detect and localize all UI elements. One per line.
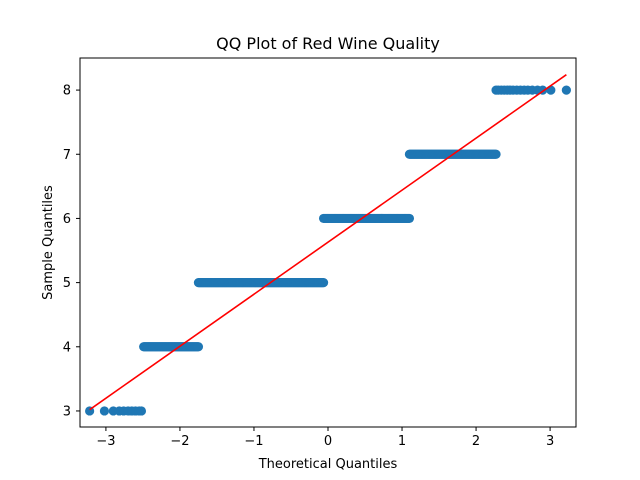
x-axis-label: Theoretical Quantiles (258, 457, 398, 472)
y-tick-label: 6 (63, 212, 71, 227)
x-tick-label: −3 (96, 434, 115, 449)
reference-line (89, 74, 567, 411)
data-point (404, 213, 415, 224)
data-point (193, 342, 204, 352)
y-axis-label: Sample Quantiles (41, 185, 56, 300)
y-tick-label: 5 (63, 276, 71, 291)
x-tick-label: 2 (472, 434, 480, 449)
y-tick-label: 7 (63, 148, 71, 163)
data-point (491, 149, 501, 159)
data-point (99, 406, 110, 416)
data-points (85, 85, 571, 416)
x-tick-label: 0 (324, 434, 332, 449)
y-tick-label: 3 (63, 404, 71, 419)
chart-title: QQ Plot of Red Wine Quality (216, 34, 440, 53)
x-tick-label: 1 (398, 434, 406, 449)
data-point (136, 406, 147, 416)
data-point (561, 85, 571, 95)
x-tick-label: 3 (546, 434, 554, 449)
y-axis-ticks: 3 4 5 6 7 8 (63, 84, 80, 419)
data-point (546, 85, 556, 95)
y-tick-label: 8 (63, 84, 71, 99)
x-axis-ticks: −3 −2 −1 0 1 2 3 (96, 427, 554, 449)
y-tick-label: 4 (63, 340, 71, 355)
reference-line-layer (89, 74, 567, 411)
data-point (318, 278, 329, 288)
x-tick-label: −1 (244, 434, 263, 449)
x-tick-label: −2 (170, 434, 189, 449)
